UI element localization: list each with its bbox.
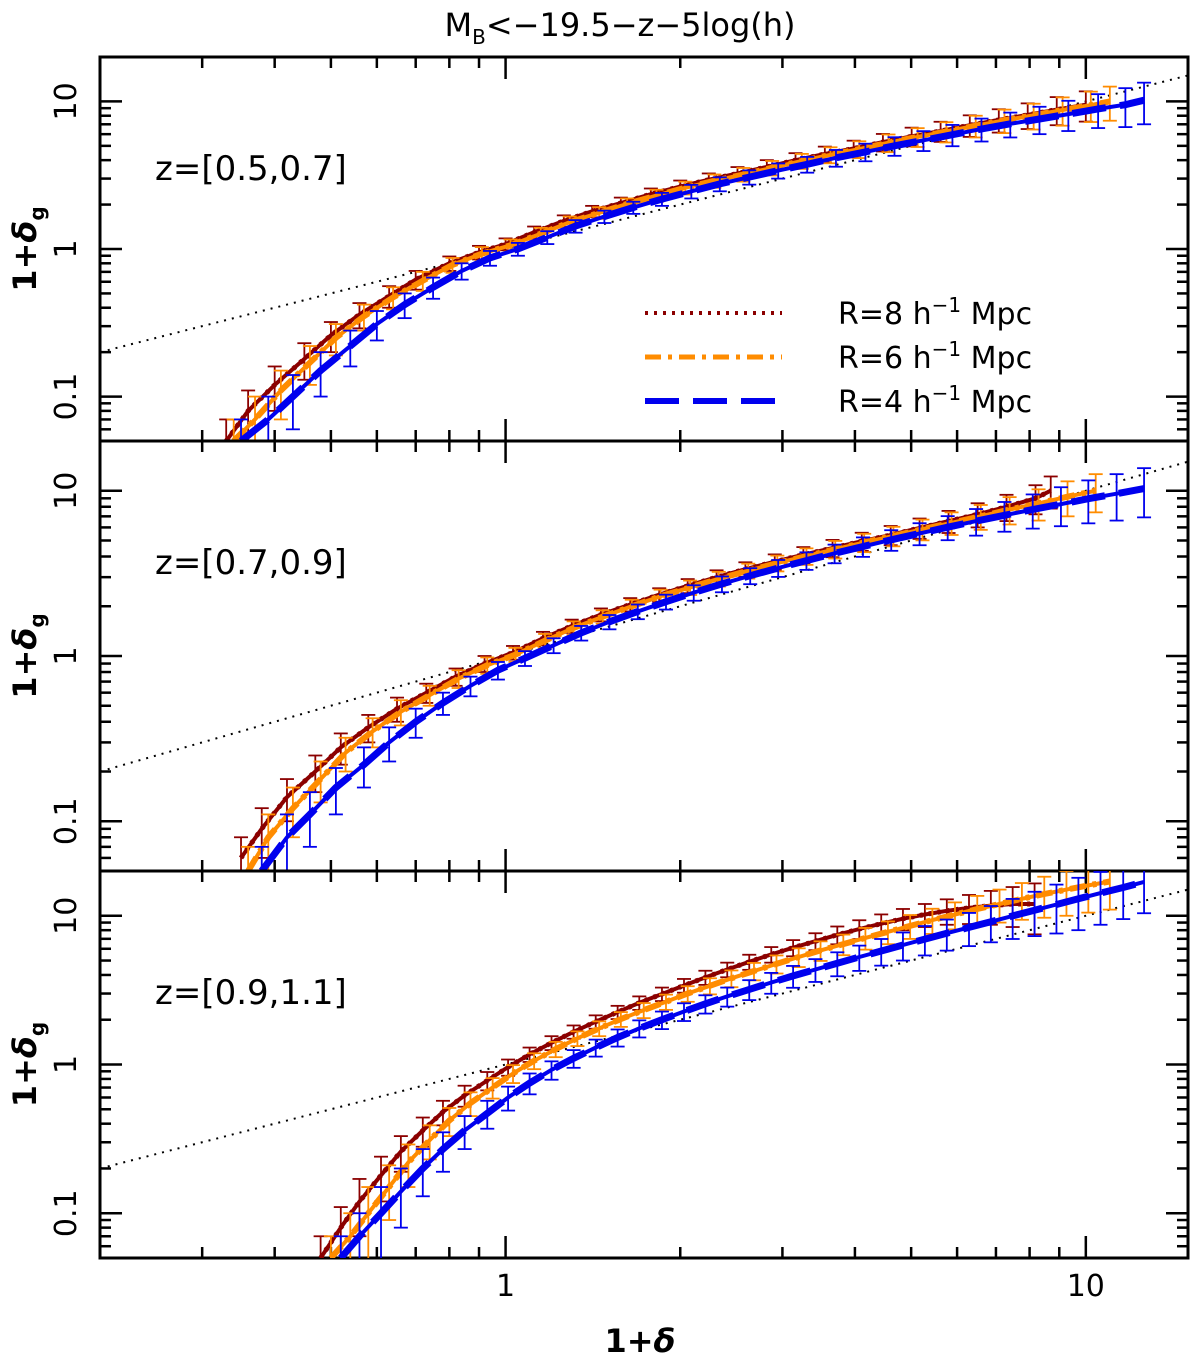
y-tick-label: 1 bbox=[49, 239, 84, 258]
series-3 bbox=[234, 81, 1152, 441]
series-curve bbox=[329, 879, 1111, 1258]
series-1 bbox=[313, 882, 1042, 1258]
series-2 bbox=[323, 871, 1117, 1258]
series-line bbox=[245, 487, 1097, 871]
y-tick-label: 10 bbox=[49, 82, 84, 120]
panel-3: 0.1 1 10 1 10 1+δg z=[0.9,1.1] bbox=[6, 869, 1190, 1304]
y-tick-label: 1 bbox=[49, 1055, 84, 1074]
reference-line bbox=[100, 74, 1188, 354]
series-curve bbox=[246, 488, 1097, 871]
series-line bbox=[318, 901, 1035, 1258]
x-tick-label: 10 bbox=[1067, 1269, 1105, 1304]
legend: R=8 h−1 Mpc R=6 h−1 Mpc R=4 h−1 Mpc bbox=[645, 293, 1032, 420]
series-curve bbox=[239, 488, 1052, 860]
legend-entry: R=6 h−1 Mpc bbox=[838, 337, 1032, 376]
series-line bbox=[328, 878, 1111, 1258]
series-line bbox=[238, 488, 1052, 860]
panel-label: z=[0.9,1.1] bbox=[155, 973, 347, 1013]
series-line bbox=[338, 878, 1146, 1258]
y-tick-label: 10 bbox=[49, 897, 84, 935]
series-curve bbox=[260, 486, 1145, 871]
series-curve bbox=[339, 879, 1145, 1258]
y-axis-label: 1+δg bbox=[6, 613, 49, 698]
series-line bbox=[258, 485, 1145, 871]
x-tick-label: 1 bbox=[496, 1269, 515, 1304]
panel-label: z=[0.5,0.7] bbox=[155, 149, 347, 189]
x-axis-label: 1+δ bbox=[604, 1322, 675, 1360]
legend-entry: R=4 h−1 Mpc bbox=[838, 381, 1032, 420]
series-1 bbox=[234, 475, 1058, 871]
y-tick-label: 0.1 bbox=[49, 373, 84, 421]
y-axis-label: 1+δg bbox=[6, 1022, 49, 1107]
series-line bbox=[231, 98, 1111, 441]
panel-1: 0.1 1 10 1+δg z=[0.5,0.7] bbox=[6, 55, 1190, 443]
series-3 bbox=[333, 871, 1152, 1258]
series-3 bbox=[254, 467, 1152, 871]
y-tick-label: 0.1 bbox=[49, 797, 84, 845]
series-line bbox=[238, 96, 1145, 441]
chart-title: MB<−19.5−z−5log(h) bbox=[444, 6, 795, 49]
panel-label: z=[0.7,0.9] bbox=[155, 543, 347, 583]
y-tick-label: 0.1 bbox=[49, 1189, 84, 1237]
y-tick-label: 1 bbox=[49, 646, 84, 665]
y-axis-label: 1+δg bbox=[6, 206, 49, 291]
legend-entry: R=8 h−1 Mpc bbox=[838, 293, 1032, 332]
plot-frame bbox=[98, 869, 1190, 1260]
y-tick-label: 10 bbox=[49, 472, 84, 510]
series-curve bbox=[318, 902, 1035, 1258]
series-2 bbox=[241, 473, 1103, 871]
panel-2: 0.1 1 10 1+δg z=[0.7,0.9] bbox=[6, 439, 1190, 873]
